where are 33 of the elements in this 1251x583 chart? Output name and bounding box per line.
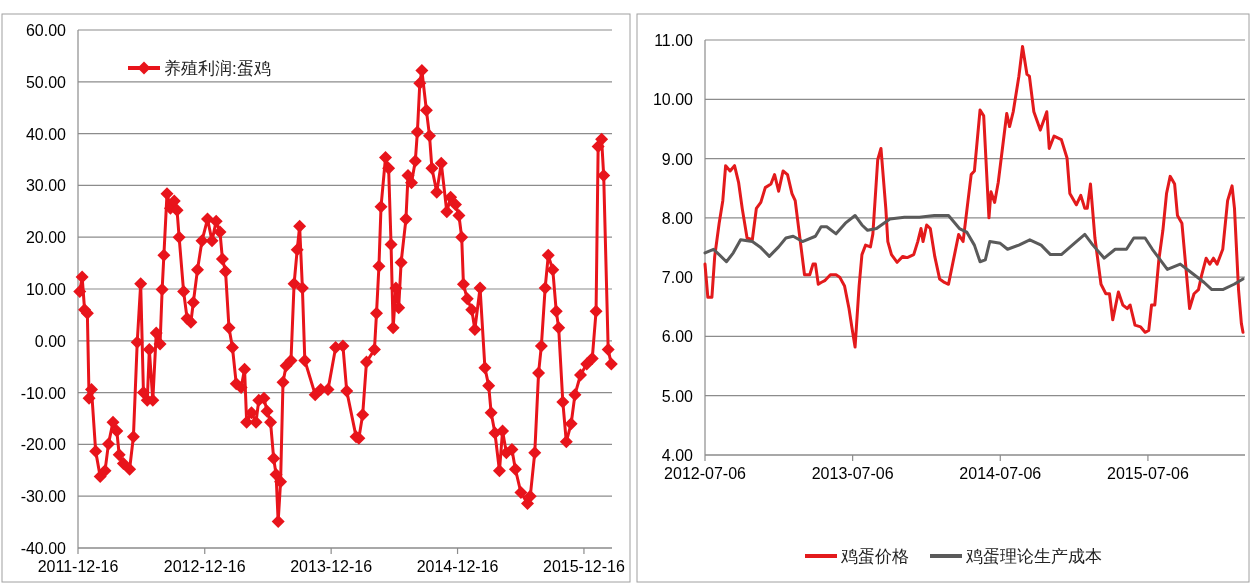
y-tick-label: 10.00 xyxy=(25,281,67,298)
y-tick-label: 50.00 xyxy=(25,73,67,91)
x-tick-label: 2012-12-16 xyxy=(163,558,246,575)
legend-label: 鸡蛋理论生产成本 xyxy=(965,547,1102,566)
y-tick-label: -20.00 xyxy=(20,436,67,454)
x-tick-label: 2015-07-06 xyxy=(1107,465,1189,482)
x-tick-label: 2013-12-16 xyxy=(290,558,373,575)
legend-label: 鸡蛋价格 xyxy=(840,547,909,566)
y-tick-label: -10.00 xyxy=(20,384,67,402)
x-tick-label: 2012-07-06 xyxy=(664,465,747,482)
y-tick-label: -30.00 xyxy=(20,488,67,506)
y-tick-label: 9.00 xyxy=(661,150,694,168)
x-tick-label: 2015-12-16 xyxy=(543,558,625,575)
y-tick-label: 8.00 xyxy=(661,209,694,227)
y-tick-label: 6.00 xyxy=(661,328,694,346)
y-tick-label: 30.00 xyxy=(25,177,67,195)
y-tick-label: 10.00 xyxy=(652,91,694,109)
y-tick-label: 11.00 xyxy=(654,32,694,49)
y-tick-label: 0.00 xyxy=(34,332,67,350)
y-tick-label: -40.00 xyxy=(20,540,67,557)
y-tick-label: 5.00 xyxy=(661,387,694,405)
y-tick-label: 20.00 xyxy=(25,229,67,247)
x-tick-label: 2011-12-16 xyxy=(37,558,119,575)
y-tick-label: 7.00 xyxy=(661,269,694,287)
y-tick-label: 40.00 xyxy=(25,125,67,143)
legend-label: 养殖利润:蛋鸡 xyxy=(164,59,271,78)
y-tick-label: 60.00 xyxy=(25,22,67,39)
line-series xyxy=(703,45,1245,349)
line-series xyxy=(703,213,1245,292)
x-tick-label: 2014-07-06 xyxy=(959,465,1042,482)
y-tick-label: 4.00 xyxy=(661,447,694,464)
x-tick-label: 2013-07-06 xyxy=(811,465,894,482)
x-tick-label: 2014-12-16 xyxy=(416,558,499,575)
